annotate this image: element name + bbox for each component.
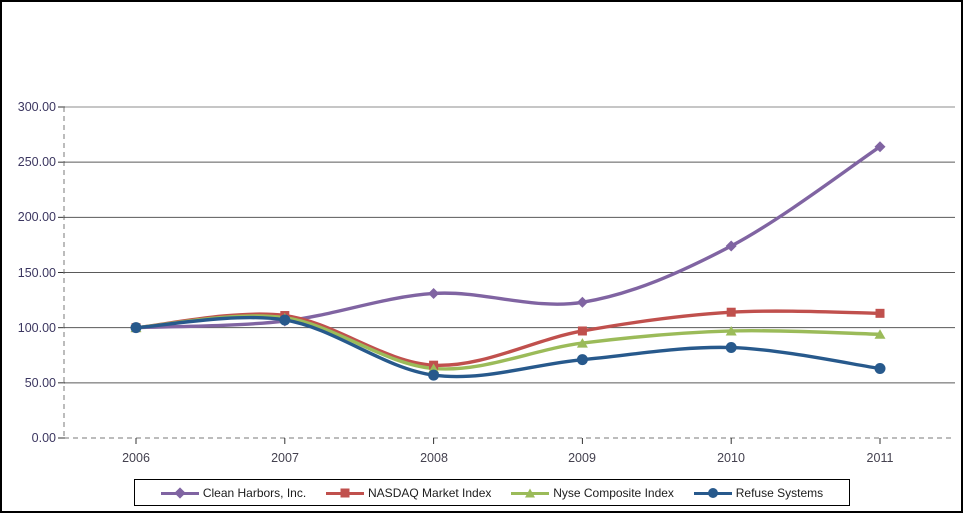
y-axis-tick-label: 200.00 (17, 210, 56, 224)
x-axis-tick-label: 2008 (420, 451, 448, 465)
x-axis-tick-label: 2009 (568, 451, 596, 465)
line-square-marker-icon (326, 487, 365, 499)
legend-label: Refuse Systems (735, 485, 824, 500)
x-axis-tick-label: 2006 (122, 451, 150, 465)
x-axis-tick-label: 2007 (271, 451, 299, 465)
line-diamond-marker-icon (160, 486, 199, 499)
y-axis-tick-label: 50.00 (24, 376, 56, 390)
legend-item-nyse: Nyse Composite Index (511, 486, 674, 500)
line-triangle-marker-icon (511, 487, 550, 499)
x-axis-tick-label: 2011 (866, 451, 894, 465)
y-axis-tick-label: 300.00 (17, 100, 56, 114)
y-axis-tick-label: 0.00 (31, 431, 56, 445)
chart-legend: Clean Harbors, Inc. NASDAQ Market Index … (134, 479, 850, 506)
line-circle-marker-icon (693, 487, 732, 499)
legend-label: NASDAQ Market Index (368, 485, 492, 500)
legend-item-clean-harbors: Clean Harbors, Inc. (160, 485, 307, 500)
y-axis-tick-label: 100.00 (17, 321, 56, 335)
legend-item-nasdaq: NASDAQ Market Index (326, 486, 491, 500)
x-axis-tick-label: 2010 (717, 451, 745, 465)
legend-item-refuse-systems: Refuse Systems (693, 485, 824, 500)
y-axis-tick-label: 250.00 (17, 155, 56, 169)
legend-label: Nyse Composite Index (553, 485, 674, 500)
legend-label: Clean Harbors, Inc. (202, 485, 307, 500)
y-axis-tick-label: 150.00 (17, 266, 56, 280)
